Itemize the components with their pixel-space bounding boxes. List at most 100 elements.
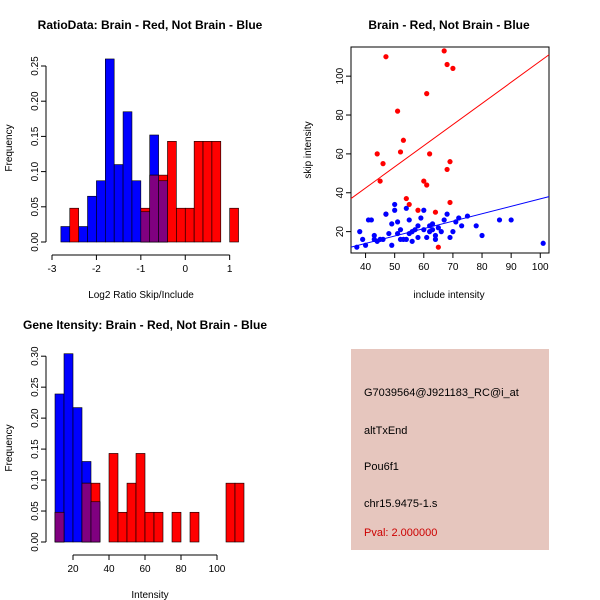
gene-histogram-axes: 20 40 60 80 100 0.00 0.05 0.10 0.15 0.20 0.25 0.30 (30, 346, 226, 575)
scatter-point-not-brain (394, 219, 401, 225)
gene-histogram-bars (54, 353, 245, 543)
gene-y-tick-label: 0.10 (30, 470, 41, 490)
scatter-point-brain (432, 209, 439, 215)
scatter-point-brain (400, 137, 407, 143)
scatter-point-not-brain (429, 221, 436, 227)
info-panel: G7039564@J921183_RC@i_at altTxEnd Pou6f1… (351, 349, 549, 550)
scatter-fit-lines (350, 54, 550, 248)
gene-bar-brain (144, 511, 155, 543)
scatter-point-not-brain (479, 232, 485, 239)
ratio-y-tick-label: 0.05 (30, 197, 41, 217)
gene-bar-brain (171, 511, 182, 543)
scatter-point-not-brain (464, 213, 471, 219)
ratio-x-tick-label: -2 (92, 264, 101, 275)
scatter-point-brain (403, 195, 409, 202)
scatter-point-not-brain (421, 227, 427, 233)
ratio-bar-not-brain (131, 180, 142, 243)
gene-y-tick-label: 0.15 (30, 439, 41, 459)
info-location: chr15.9475-1.s (364, 498, 438, 510)
ratio-bar-not-brain (60, 226, 71, 243)
gene-bar-brain (225, 482, 236, 543)
ratio-y-tick-label: 0.15 (30, 126, 41, 146)
info-gene-name: Pou6f1 (364, 461, 399, 473)
ratio-bar-brain (202, 141, 213, 243)
scatter-point-brain (427, 151, 433, 157)
scatter-point-not-brain (354, 244, 360, 250)
ratio-histogram-xlabel: Log2 Ratio Skip/Include (88, 290, 194, 301)
gene-y-tick-label: 0.20 (30, 408, 41, 428)
gene-histogram-panel: Gene Itensity: Brain - Red, Not Brain - … (4, 318, 267, 600)
ratio-bar-not-brain (78, 226, 88, 243)
gene-x-tick-label: 80 (175, 564, 187, 575)
ratio-histogram-axes: -3 -2 -1 0 1 0.00 0.05 0.10 0.15 0.20 0.25 (30, 56, 233, 275)
ratio-y-tick-label: 0.00 (30, 232, 41, 252)
gene-bar-brain (153, 511, 164, 543)
ratio-x-tick-label: 0 (182, 264, 188, 275)
scatter-x-tick-label: 90 (506, 262, 518, 273)
ratio-x-tick-label: 1 (227, 264, 233, 275)
gene-bar-brain (117, 511, 128, 543)
scatter-point-not-brain (453, 219, 459, 225)
scatter-point-not-brain (389, 242, 395, 248)
ratio-bar-brain (229, 207, 239, 243)
ratio-y-tick-label: 0.20 (30, 91, 41, 111)
scatter-point-not-brain (540, 240, 546, 246)
scatter-point-not-brain (389, 221, 395, 227)
gene-y-tick-label: 0.30 (30, 346, 41, 366)
ratio-bar-overlap (149, 174, 159, 243)
scatter-point-brain (415, 207, 421, 213)
scatter-point-not-brain (360, 236, 366, 242)
ratio-y-tick-label: 0.25 (30, 56, 41, 76)
scatter-point-not-brain (392, 207, 398, 213)
scatter-point-not-brain (432, 232, 439, 239)
scatter-point-brain (447, 199, 453, 206)
scatter-point-brain (441, 48, 447, 54)
scatter-x-tick-label: 60 (418, 262, 430, 273)
gene-histogram-title: Gene Itensity: Brain - Red, Not Brain - … (23, 318, 267, 332)
scatter-point-brain (435, 244, 441, 250)
scatter-plot-frame (350, 46, 550, 254)
scatter-xlabel: include intensity (413, 290, 484, 301)
scatter-y-tick-label: 20 (335, 226, 346, 238)
scatter-point-not-brain (444, 211, 450, 217)
scatter-point-not-brain (362, 242, 369, 248)
scatter-point-brain (447, 159, 453, 165)
info-event-type: altTxEnd (364, 425, 407, 437)
ratio-bar-brain (211, 141, 222, 243)
gene-bar-overlap (81, 482, 92, 543)
scatter-point-not-brain (403, 236, 409, 242)
ratio-x-tick-label: -1 (136, 264, 145, 275)
scatter-point-not-brain (456, 215, 462, 221)
gene-x-tick-label: 20 (67, 564, 79, 575)
ratio-y-tick-label: 0.10 (30, 161, 41, 181)
scatter-point-not-brain (415, 223, 421, 229)
scatter-point-not-brain (432, 236, 439, 242)
scatter-point-not-brain (380, 236, 386, 242)
gene-bar-brain (234, 482, 245, 543)
scatter-x-tick-label: 80 (476, 262, 488, 273)
info-panel-background (351, 349, 549, 550)
scatter-point-not-brain (435, 225, 441, 231)
scatter-point-not-brain (386, 230, 392, 237)
scatter-point-brain (421, 178, 427, 184)
gene-bar-brain (189, 511, 200, 543)
scatter-point-not-brain (459, 223, 465, 229)
info-pval: Pval: 2.000000 (364, 527, 437, 539)
scatter-axes: 40 50 60 70 80 90 100 20 40 60 80 100 (335, 67, 549, 273)
gene-y-tick-label: 0.05 (30, 501, 41, 521)
ratio-histogram-bars (60, 58, 239, 243)
scatter-point-not-brain (357, 229, 363, 235)
ratio-histogram-ylabel: Frequency (4, 124, 15, 171)
gene-y-tick-label: 0.25 (30, 377, 41, 397)
scatter-point-not-brain (418, 215, 424, 221)
scatter-point-brain (394, 108, 401, 114)
scatter-y-tick-label: 80 (335, 109, 346, 121)
scatter-point-not-brain (403, 205, 409, 211)
scatter-point-brain (450, 65, 456, 71)
scatter-point-not-brain (473, 223, 479, 229)
gene-bar-brain (108, 453, 119, 543)
scatter-point-brain (444, 166, 450, 173)
ratio-bar-not-brain (122, 111, 133, 243)
ratio-bar-not-brain (113, 164, 124, 243)
